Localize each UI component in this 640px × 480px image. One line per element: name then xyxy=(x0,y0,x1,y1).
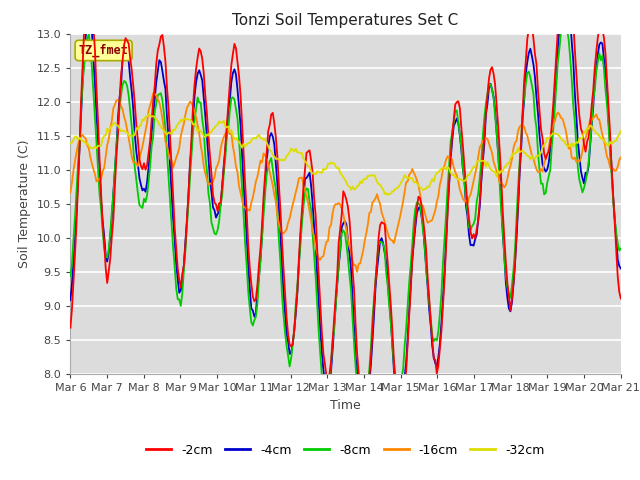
Text: TZ_fmet: TZ_fmet xyxy=(79,44,129,57)
Y-axis label: Soil Temperature (C): Soil Temperature (C) xyxy=(18,140,31,268)
X-axis label: Time: Time xyxy=(330,399,361,412)
Title: Tonzi Soil Temperatures Set C: Tonzi Soil Temperatures Set C xyxy=(232,13,459,28)
Legend: -2cm, -4cm, -8cm, -16cm, -32cm: -2cm, -4cm, -8cm, -16cm, -32cm xyxy=(141,439,550,462)
